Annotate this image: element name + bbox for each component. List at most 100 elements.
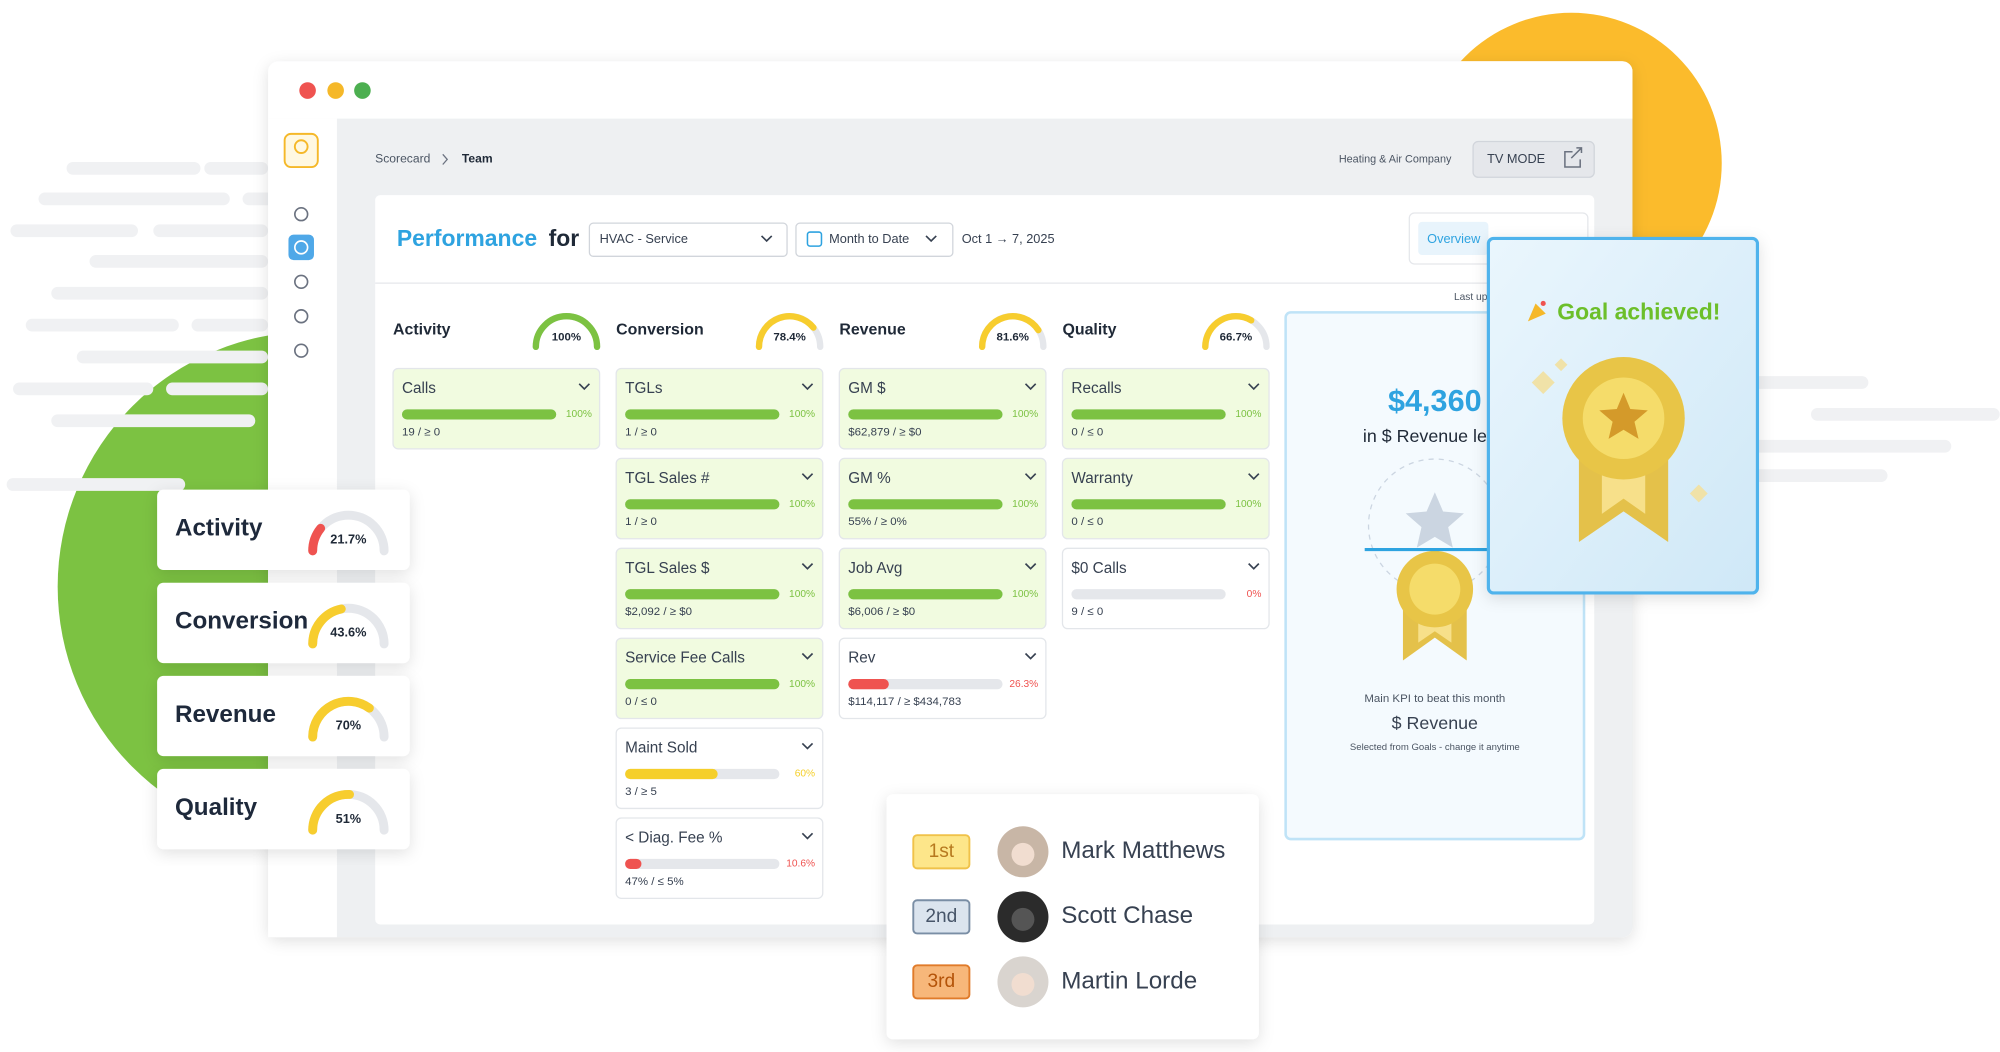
progress-fill [848, 679, 889, 690]
deco-line [76, 350, 269, 364]
chevron [1024, 563, 1037, 570]
avatar-face [1011, 907, 1035, 931]
metric-name: TGL Sales # [625, 470, 710, 487]
metric-name: Job Avg [848, 560, 902, 577]
metric-card[interactable] [615, 817, 824, 899]
tv-button[interactable] [1472, 140, 1595, 178]
medal-star [1599, 392, 1648, 439]
deco-line [1810, 408, 2000, 421]
metric-detail: $2,092 / ≥ $0 [625, 606, 692, 618]
metric-card[interactable] [838, 547, 1047, 630]
chevron [801, 383, 814, 391]
metric-name: TGL Sales $ [625, 560, 710, 577]
progress-label: 100% [789, 679, 815, 690]
player-name: Scott Chase [1061, 902, 1193, 929]
summary-card [157, 768, 410, 850]
summary-name: Conversion [175, 608, 308, 635]
metric-card[interactable] [1061, 547, 1270, 630]
progress-fill [625, 768, 718, 780]
sparkle [1689, 484, 1708, 503]
deco-line [153, 224, 269, 238]
kpi-hint: Selected from Goals - change it anytime [1350, 742, 1520, 753]
metric-card[interactable] [1061, 367, 1270, 450]
gauge-fill [308, 523, 326, 556]
metric-detail: 9 / ≤ 0 [1071, 606, 1103, 618]
gauge-fill [532, 313, 601, 351]
leaderboard [886, 794, 1259, 1040]
gauge-label: 100% [552, 332, 581, 344]
goal-title: Goal achieved! [1557, 299, 1720, 325]
nav-icon[interactable] [294, 309, 309, 324]
gauge-fill [1202, 313, 1255, 351]
calendar-icon [806, 231, 823, 247]
progress-label: 100% [1012, 409, 1038, 420]
metric-card[interactable] [1061, 457, 1270, 540]
metric-name: TGLs [625, 380, 663, 397]
window-dot [327, 82, 344, 99]
metric-card[interactable] [838, 457, 1047, 540]
chevron [1248, 563, 1260, 570]
chevron [801, 742, 814, 750]
metric-name: < Diag. Fee % [625, 829, 723, 846]
progress-label: 26.3% [1009, 679, 1038, 690]
tab[interactable]: Overview [1427, 231, 1481, 246]
chevron [1024, 473, 1037, 480]
metric-card[interactable] [615, 547, 824, 630]
gauge-label: 43.6% [330, 625, 366, 640]
metric-name: Warranty [1071, 470, 1133, 487]
summary-card [157, 675, 410, 757]
metric-detail: 47% / ≤ 5% [625, 876, 684, 888]
nav-icon[interactable] [294, 343, 309, 358]
deco-line [191, 318, 269, 332]
logo [283, 132, 319, 169]
kpi-caption: in $ Revenue left t [1363, 426, 1507, 446]
team-select[interactable] [588, 222, 788, 257]
chevron [801, 832, 814, 840]
nav-icon[interactable] [294, 240, 309, 255]
metric-detail: 55% / ≥ 0% [848, 516, 907, 528]
player-name: Martin Lorde [1061, 967, 1197, 994]
progress-fill [848, 409, 1003, 420]
gauge-fill [755, 313, 817, 351]
metric-card[interactable] [838, 367, 1047, 450]
metric-name: $0 Calls [1071, 560, 1127, 577]
gauge-fill [978, 313, 1042, 351]
player-name: Mark Matthews [1061, 837, 1225, 864]
summary-card [157, 582, 410, 664]
deco-line [13, 382, 154, 396]
window-dot [299, 82, 316, 99]
metric-card[interactable] [615, 367, 824, 450]
metric-detail: 0 / ≤ 0 [625, 696, 657, 708]
confetti [1540, 300, 1546, 307]
progress-label: 10.6% [786, 859, 815, 870]
range-select[interactable] [795, 222, 954, 257]
metric-card[interactable] [838, 637, 1047, 720]
deco-line [66, 161, 201, 175]
breadcrumb[interactable]: Scorecard [375, 152, 430, 166]
progress-fill [848, 499, 1003, 510]
rank-badge [912, 964, 971, 1000]
metric-name: Maint Sold [625, 740, 697, 757]
nav-icon[interactable] [294, 207, 309, 222]
for-label: for [549, 225, 580, 251]
tab-active[interactable] [1418, 221, 1489, 256]
logo-mark [293, 139, 309, 154]
metric-card[interactable] [615, 637, 824, 720]
deco-line [51, 286, 269, 300]
progress-label: 100% [789, 409, 815, 420]
sparkle [1531, 371, 1555, 395]
external-icon [1564, 147, 1583, 168]
metric-card[interactable] [392, 367, 601, 450]
progress-fill [625, 409, 780, 420]
metric-card[interactable] [615, 727, 824, 810]
progress-label: 100% [1235, 499, 1261, 510]
deco-line [51, 414, 256, 428]
gauge-label: 51% [336, 811, 362, 826]
column-title: Revenue [839, 321, 906, 338]
progress-track [625, 858, 780, 870]
nav-icon[interactable] [294, 274, 309, 290]
metric-name: GM $ [848, 380, 886, 397]
last-updated: Last up [1454, 292, 1488, 303]
metric-card[interactable] [615, 457, 824, 540]
